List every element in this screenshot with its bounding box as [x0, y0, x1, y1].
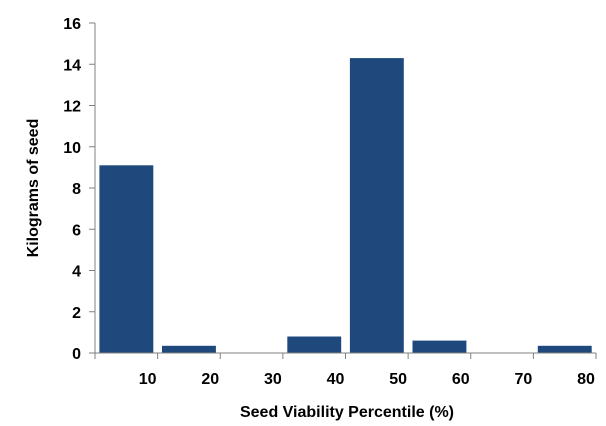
x-axis-title: Seed Viability Percentile (%) — [240, 404, 454, 421]
x-tick-label: 60 — [452, 371, 470, 388]
bars-group — [99, 58, 592, 353]
y-tick-label: 0 — [72, 346, 81, 363]
bar-10 — [99, 165, 154, 353]
y-tick-label: 10 — [63, 140, 81, 157]
y-tick-label: 2 — [72, 305, 81, 322]
bar-50 — [349, 58, 404, 353]
y-tick-label: 8 — [72, 181, 81, 198]
bar-20 — [162, 345, 216, 353]
y-tick-label: 4 — [72, 264, 81, 281]
x-tick-label: 70 — [514, 371, 532, 388]
y-tick-label: 16 — [63, 16, 81, 33]
y-tick-label: 6 — [72, 222, 81, 239]
axes-group — [89, 22, 597, 359]
bar-40 — [287, 336, 342, 353]
x-tick-label: 10 — [139, 371, 157, 388]
bar-80 — [537, 345, 592, 353]
y-tick-label: 12 — [63, 99, 81, 116]
x-tick-label: 30 — [264, 371, 282, 388]
x-tick-label: 40 — [327, 371, 345, 388]
x-tick-label: 80 — [577, 371, 595, 388]
y-tick-label: 14 — [63, 57, 81, 74]
bar-60 — [412, 340, 467, 353]
x-tick-label: 50 — [389, 371, 407, 388]
y-axis-title: Kilograms of seed — [25, 119, 42, 258]
x-tick-labels: 10 20 30 40 50 60 70 80 — [139, 371, 595, 388]
y-tick-labels: 0 2 4 6 8 10 12 14 16 — [63, 16, 81, 363]
x-tick-label: 20 — [201, 371, 219, 388]
